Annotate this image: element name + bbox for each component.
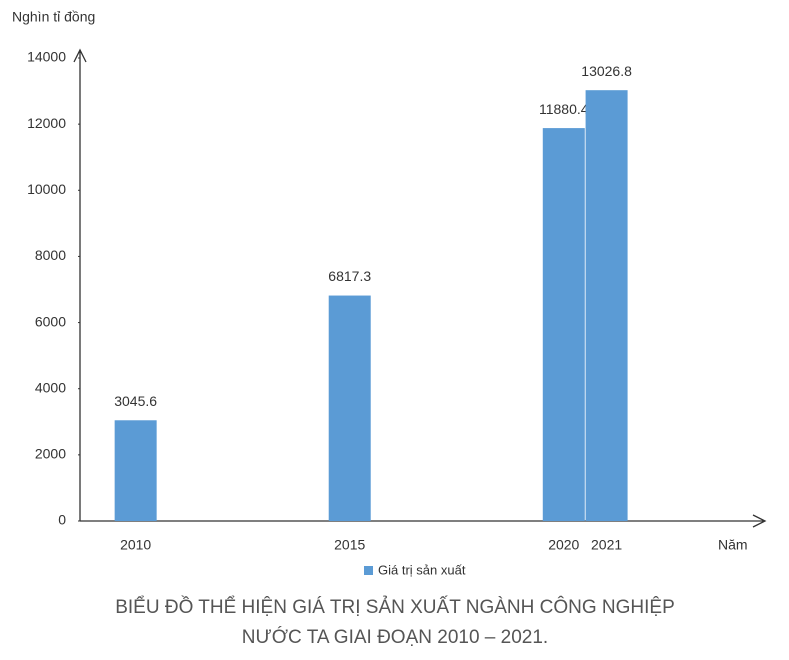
x-tick-label: 2021 (591, 537, 622, 553)
y-tick-label: 6000 (35, 313, 66, 329)
y-tick-label: 12000 (27, 115, 66, 131)
y-tick-label: 0 (58, 512, 66, 528)
y-tick-label: 10000 (27, 181, 66, 197)
x-tick-label: 2015 (334, 537, 365, 553)
x-axis (80, 514, 767, 528)
data-label: 3045.6 (114, 393, 157, 409)
y-tick-label: 4000 (35, 379, 66, 395)
legend-swatch (364, 566, 373, 575)
x-tick-label: 2010 (120, 537, 151, 553)
data-label: 11880.4 (539, 101, 589, 117)
y-tick-label: 2000 (35, 446, 66, 462)
data-label: 13026.8 (581, 63, 632, 79)
chart-title: BIỂU ĐỒ THỂ HIỆN GIÁ TRỊ SẢN XUẤT NGÀNH … (115, 596, 675, 618)
y-tick-label: 8000 (35, 247, 66, 263)
x-tick-label: 2020 (548, 537, 579, 553)
x-axis-label: Năm (718, 537, 748, 553)
y-axis (73, 48, 87, 521)
y-tick-label: 14000 (27, 49, 66, 65)
y-axis-label: Nghìn tỉ đồng (12, 9, 95, 25)
bar (328, 295, 371, 521)
data-label: 6817.3 (328, 268, 371, 284)
bar (542, 128, 585, 521)
bar (114, 420, 157, 521)
legend-label: Giá trị sản xuất (378, 562, 466, 577)
bar (585, 90, 628, 521)
chart-title: NƯỚC TA GIAI ĐOẠN 2010 – 2021. (242, 626, 548, 648)
